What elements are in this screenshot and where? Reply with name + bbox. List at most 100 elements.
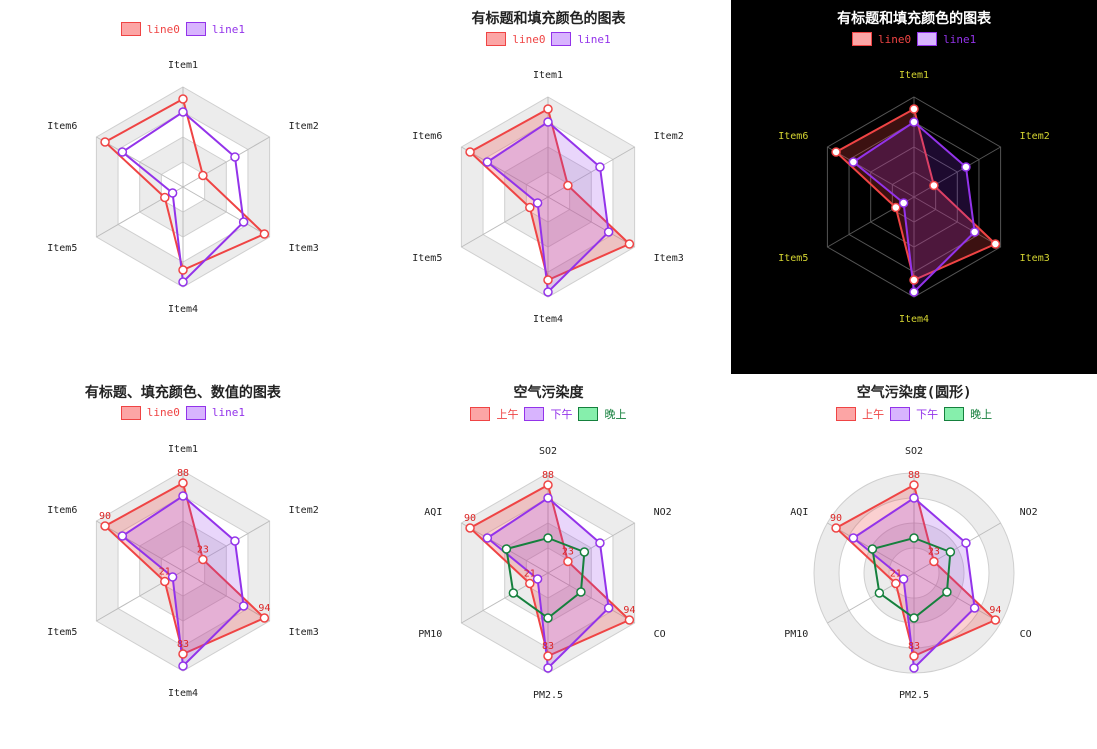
legend-label-evening[interactable]: 晚上: [970, 406, 992, 422]
marker[interactable]: [544, 664, 552, 672]
marker[interactable]: [544, 481, 552, 489]
marker[interactable]: [910, 276, 918, 284]
marker[interactable]: [534, 575, 542, 583]
marker[interactable]: [832, 148, 840, 156]
marker[interactable]: [260, 230, 268, 238]
marker[interactable]: [910, 288, 918, 296]
legend-label-line1[interactable]: line1: [212, 23, 245, 36]
marker[interactable]: [992, 240, 1000, 248]
marker[interactable]: [544, 614, 552, 622]
legend-label-line0[interactable]: line0: [147, 23, 180, 36]
legend-label-afternoon[interactable]: 下午: [550, 406, 572, 422]
marker[interactable]: [544, 118, 552, 126]
legend-label-line0[interactable]: line0: [512, 33, 545, 46]
marker[interactable]: [850, 158, 858, 166]
marker[interactable]: [544, 534, 552, 542]
marker[interactable]: [544, 652, 552, 660]
marker[interactable]: [526, 204, 534, 212]
legend-swatch-line0[interactable]: [852, 32, 872, 46]
marker[interactable]: [930, 557, 938, 565]
marker[interactable]: [892, 579, 900, 587]
legend-swatch-evening[interactable]: [578, 407, 598, 421]
marker[interactable]: [892, 204, 900, 212]
marker[interactable]: [581, 548, 589, 556]
marker[interactable]: [260, 614, 268, 622]
marker[interactable]: [910, 652, 918, 660]
marker[interactable]: [179, 492, 187, 500]
marker[interactable]: [962, 539, 970, 547]
marker[interactable]: [526, 579, 534, 587]
marker[interactable]: [544, 276, 552, 284]
legend-label-line1[interactable]: line1: [943, 33, 976, 46]
marker[interactable]: [179, 108, 187, 116]
legend-label-line1[interactable]: line1: [577, 33, 610, 46]
legend-swatch-afternoon[interactable]: [890, 407, 910, 421]
marker[interactable]: [626, 240, 634, 248]
marker[interactable]: [199, 555, 207, 563]
marker[interactable]: [179, 662, 187, 670]
marker[interactable]: [605, 604, 613, 612]
marker[interactable]: [910, 494, 918, 502]
legend-swatch-evening[interactable]: [944, 407, 964, 421]
legend-label-morning[interactable]: 上午: [496, 406, 518, 422]
marker[interactable]: [910, 118, 918, 126]
marker[interactable]: [231, 153, 239, 161]
marker[interactable]: [910, 481, 918, 489]
marker[interactable]: [564, 182, 572, 190]
marker[interactable]: [467, 524, 475, 532]
marker[interactable]: [910, 664, 918, 672]
marker[interactable]: [179, 95, 187, 103]
legend-swatch-line0[interactable]: [121, 22, 141, 36]
marker[interactable]: [101, 138, 109, 146]
marker[interactable]: [168, 189, 176, 197]
marker[interactable]: [161, 577, 169, 585]
legend-swatch-line0[interactable]: [121, 406, 141, 420]
marker[interactable]: [876, 589, 884, 597]
marker[interactable]: [101, 522, 109, 530]
marker[interactable]: [930, 182, 938, 190]
marker[interactable]: [596, 163, 604, 171]
legend-label-line0[interactable]: line0: [147, 406, 180, 419]
marker[interactable]: [179, 278, 187, 286]
marker[interactable]: [161, 194, 169, 202]
marker[interactable]: [231, 537, 239, 545]
marker[interactable]: [564, 557, 572, 565]
legend-label-line1[interactable]: line1: [212, 406, 245, 419]
marker[interactable]: [971, 604, 979, 612]
marker[interactable]: [832, 524, 840, 532]
legend-swatch-morning[interactable]: [470, 407, 490, 421]
marker[interactable]: [199, 172, 207, 180]
marker[interactable]: [850, 534, 858, 542]
marker[interactable]: [534, 199, 542, 207]
marker[interactable]: [239, 218, 247, 226]
marker[interactable]: [910, 614, 918, 622]
legend-label-morning[interactable]: 上午: [862, 406, 884, 422]
marker[interactable]: [179, 266, 187, 274]
marker[interactable]: [962, 163, 970, 171]
marker[interactable]: [943, 588, 951, 596]
marker[interactable]: [596, 539, 604, 547]
marker[interactable]: [179, 479, 187, 487]
marker[interactable]: [947, 548, 955, 556]
marker[interactable]: [577, 588, 585, 596]
marker[interactable]: [484, 534, 492, 542]
marker[interactable]: [869, 545, 877, 553]
legend-label-afternoon[interactable]: 下午: [916, 406, 938, 422]
legend-swatch-line1[interactable]: [917, 32, 937, 46]
marker[interactable]: [910, 105, 918, 113]
legend-swatch-line0[interactable]: [486, 32, 506, 46]
marker[interactable]: [544, 288, 552, 296]
marker[interactable]: [510, 589, 518, 597]
legend-swatch-morning[interactable]: [836, 407, 856, 421]
legend-swatch-line1[interactable]: [551, 32, 571, 46]
marker[interactable]: [118, 148, 126, 156]
marker[interactable]: [503, 545, 511, 553]
legend-swatch-afternoon[interactable]: [524, 407, 544, 421]
marker[interactable]: [544, 105, 552, 113]
marker[interactable]: [910, 534, 918, 542]
marker[interactable]: [626, 616, 634, 624]
marker[interactable]: [992, 616, 1000, 624]
legend-swatch-line1[interactable]: [186, 406, 206, 420]
marker[interactable]: [605, 228, 613, 236]
marker[interactable]: [239, 602, 247, 610]
